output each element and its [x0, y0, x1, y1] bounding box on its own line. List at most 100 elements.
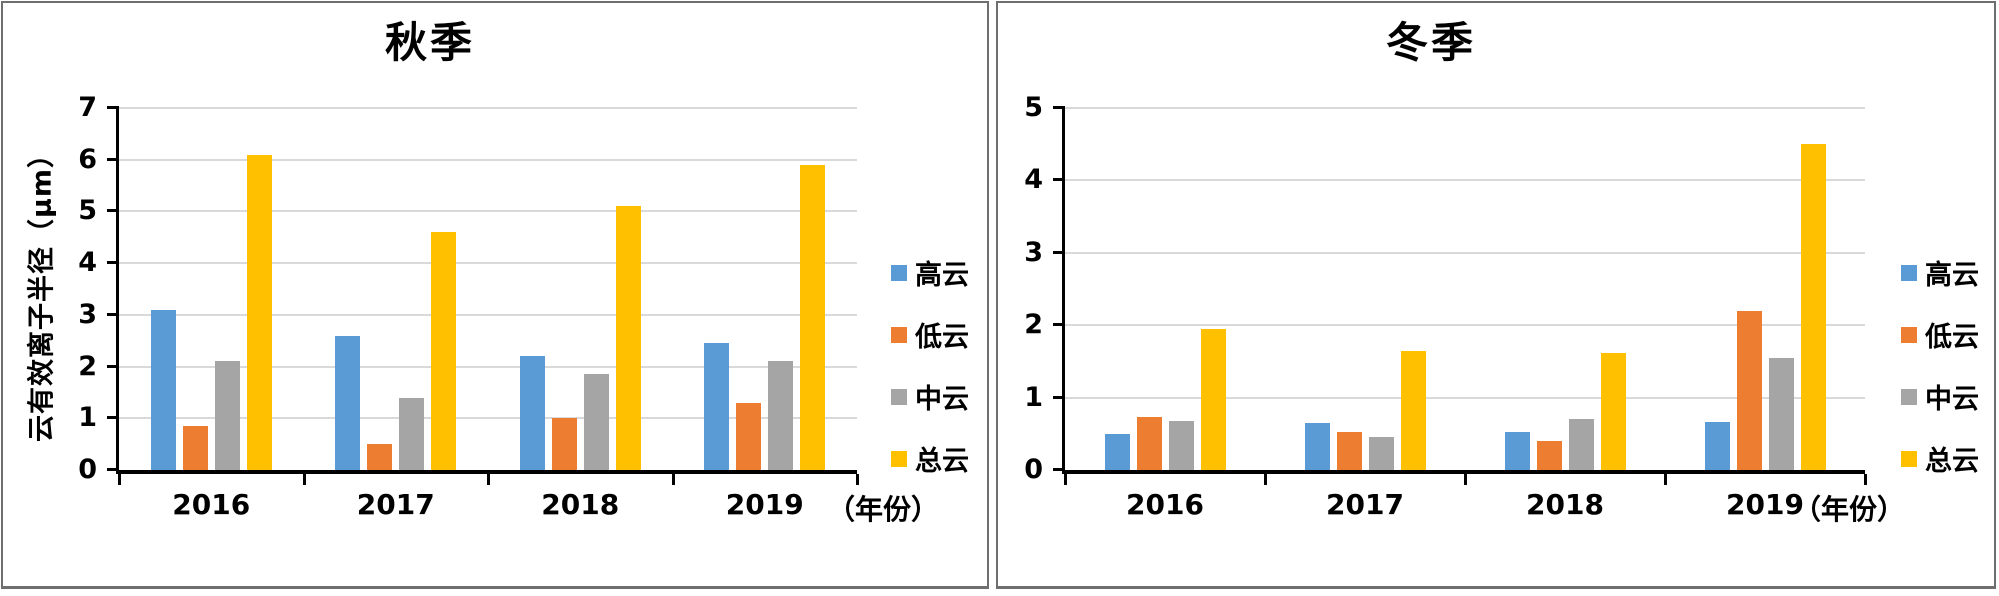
legend-item-高云: 高云: [891, 253, 969, 292]
y-tick-label: 5: [1024, 92, 1043, 123]
y-tick-label: 5: [78, 195, 97, 227]
bar-高云-2016: [1104, 433, 1130, 470]
y-tick-mark: [107, 312, 119, 316]
y-tick-label: 7: [78, 92, 97, 123]
bar-高云-2016: [150, 309, 176, 470]
legend-label: 低云: [915, 322, 969, 353]
gridline: [119, 107, 857, 109]
bar-高云-2018: [1504, 432, 1530, 470]
bar-group-2019: [673, 108, 858, 470]
legend-item-低云: 低云: [891, 315, 969, 354]
y-tick-mark: [107, 468, 119, 471]
chart-panel-autumn: 秋季 云有效离子半径（μm） 0 1 2 3 4 5 6 7 2016 2017 2018 2019 （…: [1, 1, 989, 589]
legend-item-中云: 中云: [1901, 377, 1979, 416]
legend: 高云 低云 中云 总云: [1901, 253, 1979, 478]
bar-总云-2016: [1200, 328, 1226, 470]
y-tick-label: 1: [78, 402, 97, 434]
bar-低云-2018: [1536, 441, 1562, 470]
chart-title: 秋季: [384, 18, 475, 67]
x-axis-label-2018: 2018: [541, 488, 620, 521]
bar-中云-2018: [1568, 419, 1594, 470]
legend-label: 低云: [1925, 322, 1979, 353]
legend-color-chip: [1901, 326, 1917, 343]
x-axis-labels: 2016 2017 2018 2019: [119, 488, 857, 521]
legend-color-chip: [891, 450, 907, 467]
x-tick-mark: [118, 474, 121, 485]
y-tick-label: 3: [1024, 236, 1043, 268]
bar-group-2016: [1065, 108, 1265, 470]
bar-高云-2018: [519, 356, 545, 470]
bar-低云-2016: [182, 426, 208, 470]
gridline: [1065, 251, 1865, 254]
x-axis-label-2019: 2019: [725, 488, 804, 521]
x-axis-label-2017: 2017: [356, 488, 435, 521]
x-tick-mark: [302, 474, 306, 485]
bar-总云-2018: [1600, 352, 1626, 470]
legend-label: 总云: [915, 446, 969, 477]
bar-低云-2019: [736, 402, 762, 470]
legend-color-chip: [1901, 450, 1917, 467]
y-tick-mark: [107, 261, 119, 265]
bar-groups: [119, 108, 857, 470]
legend-item-中云: 中云: [891, 377, 969, 416]
bar-总云-2018: [615, 206, 641, 470]
bar-groups: [1065, 108, 1865, 470]
x-axis-label-2016: 2016: [172, 488, 251, 521]
bar-低云-2016: [1136, 417, 1162, 470]
gridline: [119, 158, 857, 161]
bar-中云-2017: [1368, 437, 1394, 470]
bar-总云-2016: [246, 154, 272, 470]
y-tick-label: 4: [78, 247, 97, 279]
y-tick-mark: [107, 209, 119, 213]
chart-panel-winter: 冬季 0 1 2 3 4 5 2016 2017 2018 2019 （年份） 高云 低云 中云 总云: [996, 1, 1996, 589]
legend-label: 高云: [915, 260, 969, 291]
y-tick-mark: [1053, 395, 1065, 399]
legend-color-chip: [891, 264, 907, 281]
y-tick-label: 3: [78, 298, 97, 330]
bar-低云-2018: [551, 418, 577, 470]
legend-label: 高云: [1925, 260, 1979, 291]
bar-低云-2019: [1736, 310, 1762, 470]
y-tick-mark: [1053, 468, 1065, 471]
bar-中云-2018: [583, 374, 609, 470]
gridline: [119, 365, 857, 368]
x-tick-mark: [1664, 474, 1667, 485]
legend-label: 总云: [1925, 446, 1979, 477]
gridline: [1065, 324, 1865, 327]
y-tick-mark: [107, 157, 119, 161]
bar-高云-2017: [1304, 422, 1330, 470]
y-axis-title: 云有效离子半径（μm）: [26, 139, 58, 443]
x-axis-labels: 2016 2017 2018 2019: [1065, 488, 1865, 521]
x-tick-mark: [1864, 474, 1867, 485]
legend-item-低云: 低云: [1901, 315, 1979, 354]
y-tick-mark: [1053, 178, 1065, 182]
bar-总云-2017: [431, 232, 457, 470]
legend-item-总云: 总云: [1901, 439, 1979, 478]
legend-label: 中云: [1925, 384, 1979, 415]
y-tick-mark: [107, 106, 119, 109]
bar-中云-2017: [399, 397, 425, 470]
legend-color-chip: [891, 326, 907, 343]
bar-group-2017: [1265, 108, 1465, 470]
y-tick-mark: [1053, 323, 1065, 327]
x-tick-mark: [1264, 474, 1267, 485]
bar-group-2018: [1465, 108, 1665, 470]
legend-item-总云: 总云: [891, 439, 969, 478]
y-tick-label: 0: [78, 454, 97, 485]
y-tick-label: 0: [1024, 454, 1043, 485]
x-tick-mark: [856, 474, 859, 485]
x-tick-mark: [671, 474, 675, 485]
x-axis-title: （年份）: [827, 493, 940, 526]
chart-title: 冬季: [1385, 18, 1476, 67]
x-tick-mark: [487, 474, 490, 485]
x-axis-label-2019: 2019: [1726, 488, 1804, 521]
bar-中云-2019: [768, 361, 794, 470]
y-tick-mark: [107, 364, 119, 368]
bar-高云-2017: [335, 335, 361, 470]
gridline: [119, 262, 857, 265]
gridline: [1065, 179, 1865, 182]
y-tick-label: 1: [1024, 381, 1043, 413]
gridline: [1065, 396, 1865, 399]
bar-group-2018: [488, 108, 673, 470]
